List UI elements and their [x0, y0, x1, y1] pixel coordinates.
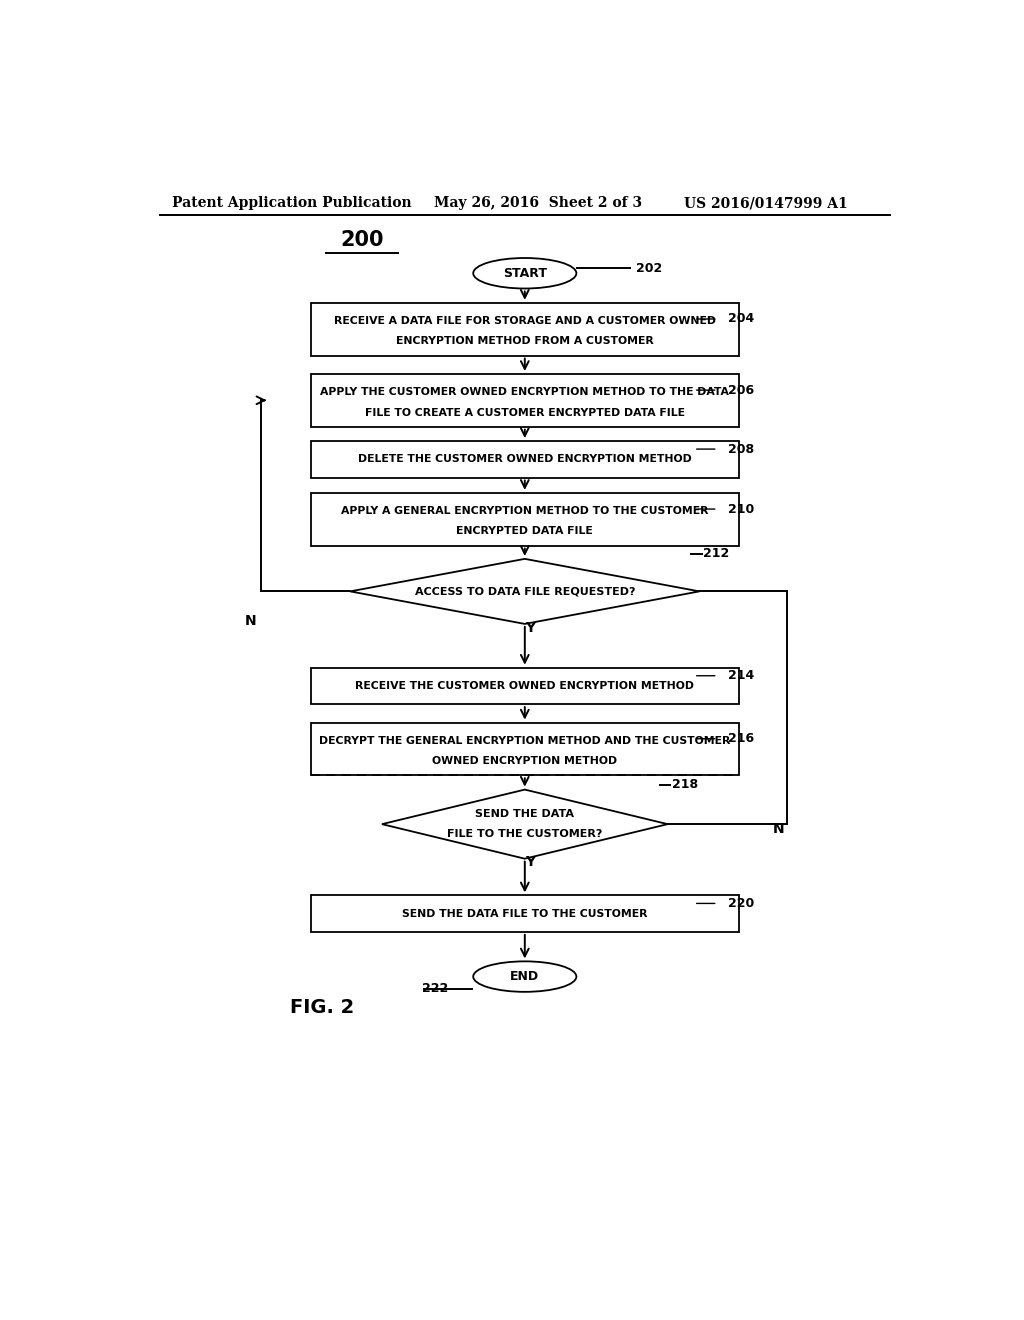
Text: START: START [503, 267, 547, 280]
Text: N: N [773, 822, 784, 837]
Text: Patent Application Publication: Patent Application Publication [172, 197, 412, 210]
Bar [310, 441, 739, 478]
Text: APPLY THE CUSTOMER OWNED ENCRYPTION METHOD TO THE DATA: APPLY THE CUSTOMER OWNED ENCRYPTION METH… [321, 387, 729, 397]
Bar [310, 722, 739, 775]
Text: 214: 214 [728, 669, 755, 682]
Text: 220: 220 [728, 896, 755, 909]
Text: May 26, 2016  Sheet 2 of 3: May 26, 2016 Sheet 2 of 3 [433, 197, 642, 210]
Text: US 2016/0147999 A1: US 2016/0147999 A1 [684, 197, 847, 210]
Text: DECRYPT THE GENERAL ENCRYPTION METHOD AND THE CUSTOMER: DECRYPT THE GENERAL ENCRYPTION METHOD AN… [319, 735, 730, 746]
Text: Y: Y [525, 620, 536, 635]
Text: END: END [510, 970, 540, 983]
Text: 208: 208 [728, 442, 754, 455]
Text: SEND THE DATA FILE TO THE CUSTOMER: SEND THE DATA FILE TO THE CUSTOMER [402, 908, 647, 919]
Text: SEND THE DATA: SEND THE DATA [475, 809, 574, 818]
Text: APPLY A GENERAL ENCRYPTION METHOD TO THE CUSTOMER: APPLY A GENERAL ENCRYPTION METHOD TO THE… [341, 506, 709, 516]
Bar [310, 492, 739, 545]
Text: ENCRYPTED DATA FILE: ENCRYPTED DATA FILE [457, 527, 593, 536]
Text: ACCESS TO DATA FILE REQUESTED?: ACCESS TO DATA FILE REQUESTED? [415, 586, 635, 597]
Ellipse shape [473, 257, 577, 289]
Text: DELETE THE CUSTOMER OWNED ENCRYPTION METHOD: DELETE THE CUSTOMER OWNED ENCRYPTION MET… [358, 454, 691, 465]
Text: RECEIVE A DATA FILE FOR STORAGE AND A CUSTOMER OWNED: RECEIVE A DATA FILE FOR STORAGE AND A CU… [334, 315, 716, 326]
Text: RECEIVE THE CUSTOMER OWNED ENCRYPTION METHOD: RECEIVE THE CUSTOMER OWNED ENCRYPTION ME… [355, 681, 694, 690]
Text: FILE TO CREATE A CUSTOMER ENCRYPTED DATA FILE: FILE TO CREATE A CUSTOMER ENCRYPTED DATA… [365, 408, 685, 417]
Text: N: N [245, 614, 257, 628]
Text: Y: Y [525, 855, 536, 869]
Text: 204: 204 [728, 313, 755, 326]
Polygon shape [382, 789, 668, 859]
Text: 216: 216 [728, 733, 754, 746]
Text: OWNED ENCRYPTION METHOD: OWNED ENCRYPTION METHOD [432, 756, 617, 766]
Bar [310, 302, 739, 355]
Bar [310, 668, 739, 704]
Bar [310, 374, 739, 426]
Text: 218: 218 [672, 777, 697, 791]
Text: 222: 222 [422, 982, 447, 995]
Bar [310, 895, 739, 932]
Text: 202: 202 [636, 261, 663, 275]
Polygon shape [350, 558, 699, 624]
Ellipse shape [473, 961, 577, 991]
Text: FILE TO THE CUSTOMER?: FILE TO THE CUSTOMER? [447, 829, 602, 840]
Text: 212: 212 [703, 548, 730, 560]
Text: 210: 210 [728, 503, 755, 516]
Text: 200: 200 [340, 230, 384, 249]
Text: 206: 206 [728, 384, 754, 396]
Text: ENCRYPTION METHOD FROM A CUSTOMER: ENCRYPTION METHOD FROM A CUSTOMER [396, 337, 653, 346]
Text: FIG. 2: FIG. 2 [291, 998, 354, 1016]
